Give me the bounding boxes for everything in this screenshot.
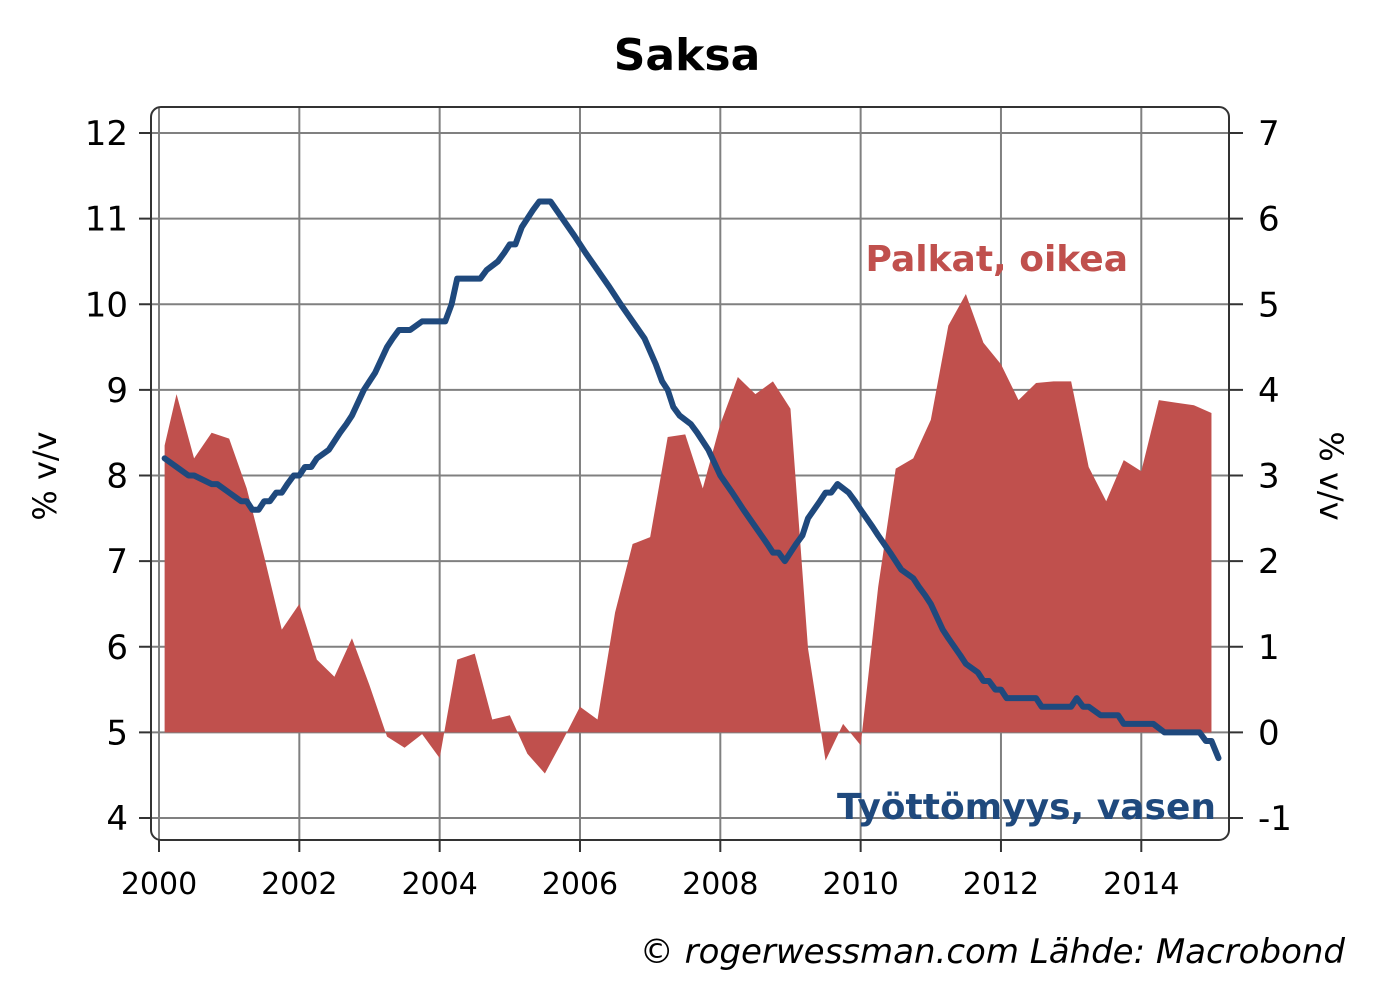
- left-tick-label: 9: [106, 371, 128, 411]
- x-tick-label: 2014: [1103, 867, 1179, 902]
- left-tick-label: 4: [106, 799, 128, 839]
- chart-title: Saksa: [614, 30, 761, 81]
- x-tick-label: 2000: [121, 867, 197, 902]
- left-y-axis-label: % v/v: [26, 431, 64, 520]
- right-tick-label: 6: [1258, 200, 1280, 240]
- right-tick-label: 0: [1258, 713, 1280, 753]
- unemployment-line: [161, 198, 1222, 762]
- left-tick-label: 12: [85, 114, 128, 154]
- x-tick-label: 2012: [963, 867, 1039, 902]
- left-tick-label: 11: [85, 200, 128, 240]
- x-tick-label: 2002: [261, 867, 337, 902]
- left-tick-label: 6: [106, 628, 128, 668]
- wages-area-layer: [164, 293, 1212, 774]
- right-y-ticks: -1 0 1 2 3 4 5 6 7: [1229, 114, 1292, 839]
- plot-frame: [150, 106, 1230, 841]
- x-tick-label: 2004: [401, 867, 477, 902]
- left-tick-label: 7: [106, 542, 128, 582]
- x-ticks: 2000 2002 2004 2006 2008 2010 2012 2014: [121, 840, 1179, 902]
- series-label-unemployment: Työttömyys, vasen: [837, 787, 1216, 828]
- unemployment-line-layer: [161, 198, 1222, 762]
- wages-area: [164, 293, 1212, 774]
- x-tick-label: 2008: [682, 867, 758, 902]
- source-note: © rogerwessman.com Lähde: Macrobond: [640, 932, 1346, 972]
- right-tick-label: 2: [1258, 542, 1280, 582]
- right-y-axis-label: % v/v: [1312, 431, 1350, 520]
- left-tick-label: 5: [106, 713, 128, 753]
- x-tick-label: 2006: [542, 867, 618, 902]
- right-tick-label: 3: [1258, 457, 1280, 497]
- right-tick-label: 5: [1258, 285, 1280, 325]
- right-tick-label: 7: [1258, 114, 1280, 154]
- x-tick-label: 2010: [822, 867, 898, 902]
- right-tick-label: 4: [1258, 371, 1280, 411]
- series-label-wages: Palkat, oikea: [866, 239, 1128, 280]
- right-tick-label: 1: [1258, 628, 1280, 668]
- left-y-ticks: 4 5 6 7 8 9 10 11 12: [85, 114, 151, 839]
- right-tick-label: -1: [1258, 799, 1292, 839]
- left-tick-label: 8: [106, 457, 128, 497]
- left-tick-label: 10: [85, 285, 128, 325]
